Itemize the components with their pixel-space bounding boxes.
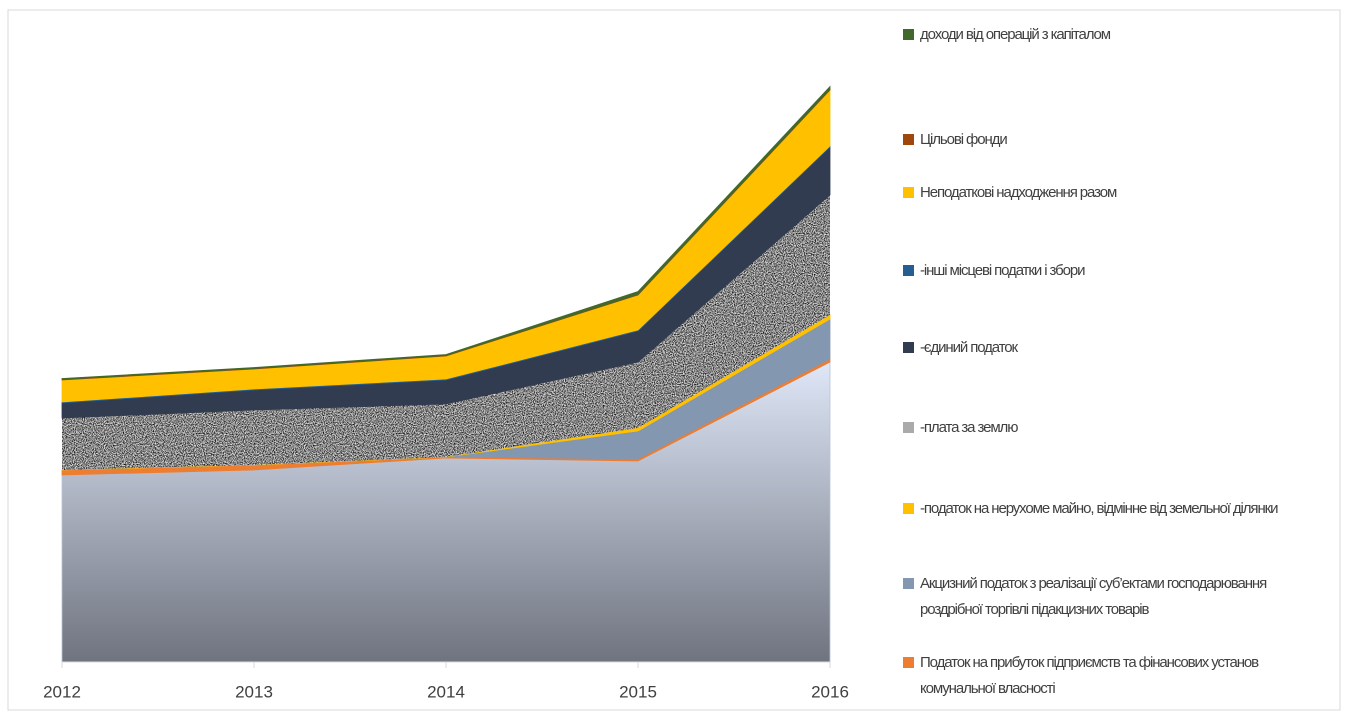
- legend-entry: -інші місцеві податки і збори: [903, 258, 1323, 284]
- legend-swatch: [903, 503, 914, 514]
- legend-swatch: [903, 657, 914, 668]
- area: [61, 85, 831, 380]
- legend-label: Неподаткові надходження разом: [920, 184, 1117, 201]
- legend-swatch: [903, 29, 914, 40]
- x-tick-label: 2015: [619, 682, 657, 701]
- x-tick-label: 2013: [235, 682, 273, 701]
- legend-entry: -єдиний податок: [903, 335, 1323, 361]
- x-tick-label: 2012: [43, 682, 81, 701]
- legend-swatch: [903, 578, 914, 589]
- legend-swatch: [903, 342, 914, 353]
- legend-swatch: [903, 187, 914, 198]
- legend-entry: -податок на нерухоме майно, відмінне від…: [903, 496, 1323, 522]
- x-tick-label: 2016: [811, 682, 849, 701]
- legend-entry: -плата за землю: [903, 415, 1323, 441]
- legend-entry: Податок на прибуток підприємств та фінан…: [903, 650, 1323, 702]
- legend-entry: доходи від операцій з капіталом: [903, 22, 1323, 48]
- legend-label: доходи від операцій з капіталом: [920, 26, 1111, 43]
- legend-label: -податок на нерухоме майно, відмінне від…: [920, 500, 1278, 517]
- legend-swatch: [903, 422, 914, 433]
- legend-entry: Акцизний податок з реалізації суб’ектами…: [903, 571, 1323, 623]
- legend-label: -плата за землю: [920, 419, 1018, 436]
- legend-entry: Цільові фонди: [903, 127, 1323, 153]
- legend-label: -єдиний податок: [920, 339, 1018, 356]
- legend-swatch: [903, 134, 914, 145]
- area: [62, 195, 830, 470]
- legend-label: -інші місцеві податки і збори: [920, 262, 1085, 279]
- legend-label: Податок на прибуток підприємств та фінан…: [920, 654, 1259, 697]
- legend-label: Цільові фонди: [920, 131, 1008, 148]
- legend-label: Акцизний податок з реалізації суб’ектами…: [920, 575, 1267, 618]
- chart-frame: [7, 9, 1341, 711]
- legend-entry: Неподаткові надходження разом: [903, 180, 1323, 206]
- legend-swatch: [903, 265, 914, 276]
- x-tick-label: 2014: [427, 682, 465, 701]
